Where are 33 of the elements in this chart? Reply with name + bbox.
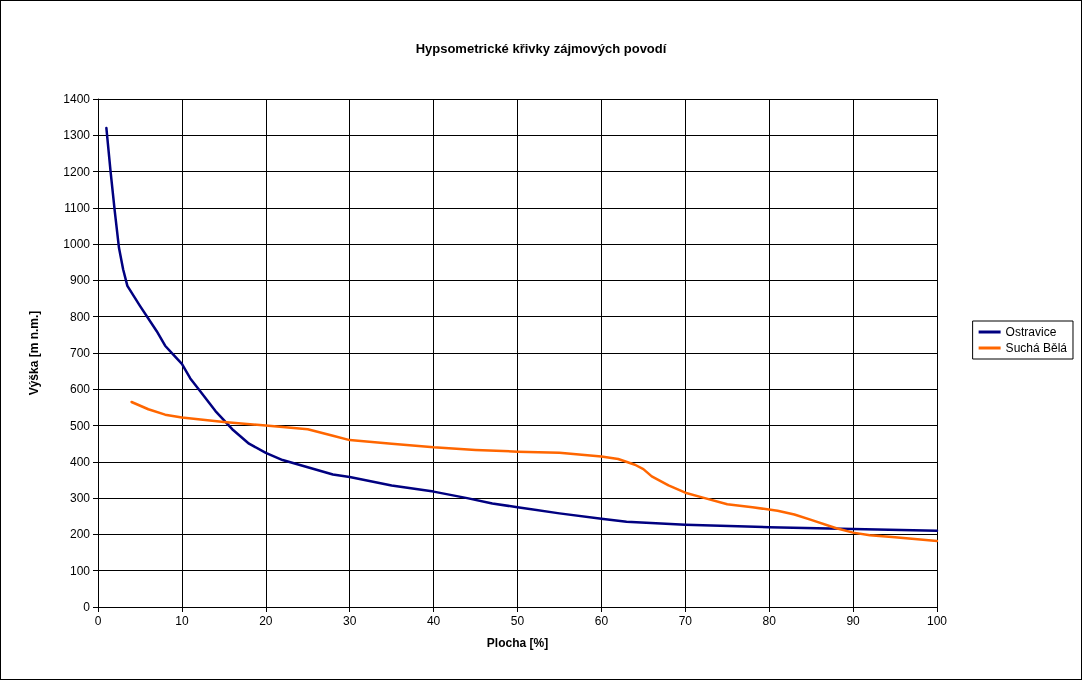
y-tick-label: 500 bbox=[69, 418, 91, 433]
x-tick-label: 80 bbox=[762, 614, 777, 628]
y-tick-label: 600 bbox=[69, 382, 91, 397]
x-axis-title: Plocha [%] bbox=[486, 636, 549, 650]
line-series bbox=[130, 400, 939, 543]
x-tick-label: 50 bbox=[510, 614, 525, 628]
x-tick-label: 0 bbox=[94, 614, 102, 628]
x-tick-label: 60 bbox=[594, 614, 609, 628]
x-tick-label: 90 bbox=[846, 614, 861, 628]
y-tick-label: 100 bbox=[69, 563, 91, 578]
x-tick-label: 10 bbox=[175, 614, 189, 628]
chart-title: Hypsometrické křivky zájmových povodí bbox=[415, 41, 667, 56]
x-tick-label: 20 bbox=[259, 614, 273, 628]
x-tick-label: 30 bbox=[343, 614, 357, 628]
y-tick-label: 200 bbox=[69, 527, 91, 542]
y-tick-label: 400 bbox=[69, 454, 91, 469]
y-tick-label: 1200 bbox=[63, 164, 91, 179]
legend-label: Suchá Bělá bbox=[1005, 341, 1068, 355]
y-tick-label: 700 bbox=[69, 346, 91, 360]
x-tick-label: 100 bbox=[926, 614, 948, 628]
y-tick-label: 1400 bbox=[63, 92, 91, 106]
y-tick-label: 1000 bbox=[63, 237, 91, 252]
x-tick-label: 70 bbox=[678, 614, 693, 628]
line-series bbox=[105, 126, 939, 533]
y-tick-label: 300 bbox=[69, 491, 91, 506]
legend-label: Ostravice bbox=[1005, 325, 1057, 339]
y-tick-label: 1100 bbox=[64, 200, 91, 215]
y-tick-label: 1300 bbox=[63, 128, 91, 143]
y-axis-title: Výška [m n.m.] bbox=[27, 310, 41, 396]
y-tick-label: 900 bbox=[69, 273, 91, 288]
y-tick-label: 0 bbox=[83, 600, 91, 614]
y-tick-label: 800 bbox=[69, 309, 91, 324]
x-tick-label: 40 bbox=[426, 614, 441, 628]
